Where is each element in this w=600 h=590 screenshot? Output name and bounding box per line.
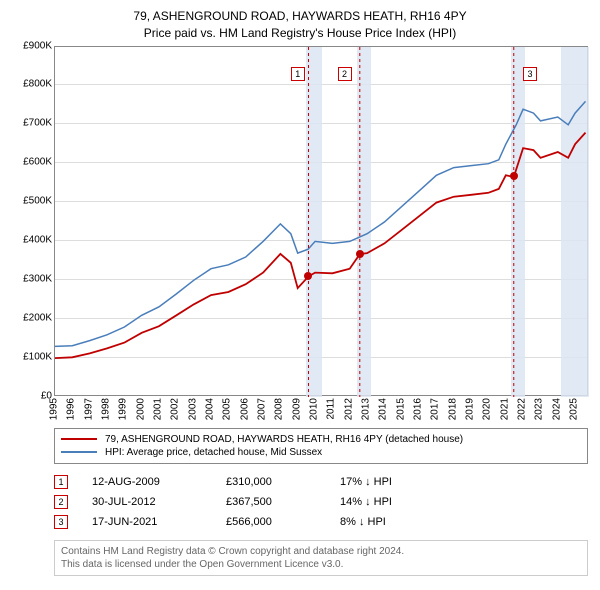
title-line-2: Price paid vs. HM Land Registry's House … bbox=[12, 25, 588, 42]
series-price_paid bbox=[55, 132, 586, 358]
event-row: 1 12-AUG-2009 £310,000 17% ↓ HPI bbox=[54, 472, 588, 492]
event-delta: 8% ↓ HPI bbox=[340, 516, 440, 528]
x-tick-label: 2019 bbox=[465, 398, 476, 420]
event-delta: 17% ↓ HPI bbox=[340, 476, 440, 488]
y-tick-label: £500K bbox=[12, 196, 52, 207]
event-index-box: 2 bbox=[54, 495, 68, 509]
x-tick-label: 2013 bbox=[361, 398, 372, 420]
legend-label: 79, ASHENGROUND ROAD, HAYWARDS HEATH, RH… bbox=[105, 434, 463, 445]
legend-item: 79, ASHENGROUND ROAD, HAYWARDS HEATH, RH… bbox=[61, 433, 581, 446]
event-price: £310,000 bbox=[226, 476, 316, 488]
event-row: 2 30-JUL-2012 £367,500 14% ↓ HPI bbox=[54, 492, 588, 512]
x-tick-label: 2014 bbox=[378, 398, 389, 420]
legend-swatch bbox=[61, 438, 97, 440]
event-index-box: 3 bbox=[54, 515, 68, 529]
event-index-box: 1 bbox=[54, 475, 68, 489]
y-tick-label: £800K bbox=[12, 79, 52, 90]
event-price: £367,500 bbox=[226, 496, 316, 508]
x-tick-label: 2007 bbox=[257, 398, 268, 420]
x-tick-label: 2016 bbox=[413, 398, 424, 420]
x-tick-label: 2002 bbox=[170, 398, 181, 420]
title-block: 79, ASHENGROUND ROAD, HAYWARDS HEATH, RH… bbox=[12, 8, 588, 42]
footer-line-1: Contains HM Land Registry data © Crown c… bbox=[61, 545, 581, 558]
event-marker-dot bbox=[356, 250, 364, 258]
event-delta: 14% ↓ HPI bbox=[340, 496, 440, 508]
event-label-box: 2 bbox=[338, 67, 352, 81]
title-line-1: 79, ASHENGROUND ROAD, HAYWARDS HEATH, RH… bbox=[12, 8, 588, 25]
y-tick-label: £900K bbox=[12, 40, 52, 51]
events-table: 1 12-AUG-2009 £310,000 17% ↓ HPI 2 30-JU… bbox=[54, 472, 588, 532]
x-tick-label: 2008 bbox=[274, 398, 285, 420]
x-tick-label: 2011 bbox=[326, 398, 337, 420]
x-tick-label: 2017 bbox=[430, 398, 441, 420]
event-marker-dot bbox=[510, 172, 518, 180]
line-series-layer bbox=[55, 47, 589, 397]
x-tick-label: 2012 bbox=[343, 398, 354, 420]
event-row: 3 17-JUN-2021 £566,000 8% ↓ HPI bbox=[54, 512, 588, 532]
y-tick-label: £200K bbox=[12, 312, 52, 323]
legend-label: HPI: Average price, detached house, Mid … bbox=[105, 447, 322, 458]
event-label-box: 3 bbox=[523, 67, 537, 81]
x-tick-label: 2004 bbox=[205, 398, 216, 420]
x-tick-label: 1999 bbox=[118, 398, 129, 420]
event-date: 17-JUN-2021 bbox=[92, 516, 202, 528]
chart-area: 1 2 3 £0 £100K £200K £300K £400K £500K £600K £700… bbox=[12, 46, 588, 424]
x-tick-label: 2024 bbox=[551, 398, 562, 420]
x-tick-label: 2000 bbox=[135, 398, 146, 420]
x-tick-label: 2001 bbox=[153, 398, 164, 420]
x-tick-label: 2005 bbox=[222, 398, 233, 420]
x-tick-label: 2021 bbox=[499, 398, 510, 420]
footer-line-2: This data is licensed under the Open Gov… bbox=[61, 558, 581, 571]
y-tick-label: £0 bbox=[12, 390, 52, 401]
y-tick-label: £100K bbox=[12, 351, 52, 362]
y-tick-label: £700K bbox=[12, 118, 52, 129]
plot-region: 1 2 3 bbox=[54, 46, 588, 396]
x-tick-label: 2010 bbox=[309, 398, 320, 420]
x-tick-label: 2009 bbox=[291, 398, 302, 420]
x-tick-label: 2025 bbox=[569, 398, 580, 420]
legend-item: HPI: Average price, detached house, Mid … bbox=[61, 446, 581, 459]
event-marker-dot bbox=[304, 272, 312, 280]
legend: 79, ASHENGROUND ROAD, HAYWARDS HEATH, RH… bbox=[54, 428, 588, 464]
x-tick-label: 2018 bbox=[447, 398, 458, 420]
x-tick-label: 2023 bbox=[534, 398, 545, 420]
footer-attribution: Contains HM Land Registry data © Crown c… bbox=[54, 540, 588, 576]
x-tick-label: 2015 bbox=[395, 398, 406, 420]
chart-container: 79, ASHENGROUND ROAD, HAYWARDS HEATH, RH… bbox=[0, 0, 600, 590]
y-tick-label: £400K bbox=[12, 235, 52, 246]
x-tick-label: 1996 bbox=[66, 398, 77, 420]
x-tick-label: 2006 bbox=[239, 398, 250, 420]
event-date: 12-AUG-2009 bbox=[92, 476, 202, 488]
series-hpi bbox=[55, 101, 586, 346]
legend-swatch bbox=[61, 451, 97, 453]
event-date: 30-JUL-2012 bbox=[92, 496, 202, 508]
x-tick-label: 1997 bbox=[83, 398, 94, 420]
event-price: £566,000 bbox=[226, 516, 316, 528]
x-tick-label: 2003 bbox=[187, 398, 198, 420]
x-tick-label: 2020 bbox=[482, 398, 493, 420]
x-tick-label: 1998 bbox=[101, 398, 112, 420]
y-tick-label: £300K bbox=[12, 273, 52, 284]
event-label-box: 1 bbox=[291, 67, 305, 81]
x-tick-label: 1995 bbox=[49, 398, 60, 420]
y-tick-label: £600K bbox=[12, 157, 52, 168]
x-tick-label: 2022 bbox=[517, 398, 528, 420]
